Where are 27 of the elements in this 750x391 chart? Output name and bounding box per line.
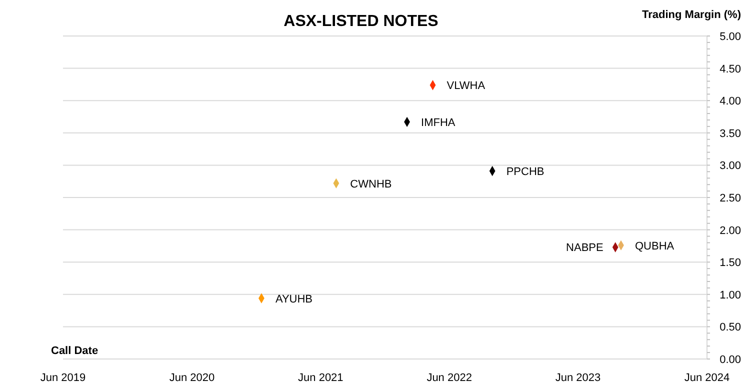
y-tick-label: 3.50: [720, 128, 741, 140]
x-axis-title: Call Date: [51, 345, 98, 357]
x-tick-label: Jun 2022: [426, 372, 472, 384]
y-tick-label: 0.00: [720, 354, 741, 366]
series-label: QUBHA: [634, 240, 675, 252]
x-tick-label: Jun 2020: [169, 372, 215, 384]
series-label: CWNHB: [350, 178, 392, 190]
y-tick-label: 1.50: [720, 257, 741, 270]
y-axis-title: Trading Margin (%): [642, 9, 742, 21]
y-tick-label: 2.00: [720, 224, 741, 237]
x-tick-label: Jun 2024: [684, 372, 730, 384]
series-label: VLWHA: [446, 80, 486, 92]
series-label: NABPE: [566, 242, 604, 254]
x-tick-label: Jun 2021: [298, 372, 344, 384]
y-tick-label: 4.50: [720, 63, 741, 76]
series-label: IMFHA: [421, 116, 456, 129]
x-tick-label: Jun 2019: [40, 372, 86, 384]
y-tick-label: 5.00: [720, 31, 741, 43]
series-label: PPCHB: [506, 166, 544, 178]
series-label: AYUHB: [275, 293, 313, 306]
y-tick-label: 3.00: [720, 160, 741, 172]
y-tick-label: 1.00: [720, 289, 741, 302]
y-tick-label: 4.00: [720, 96, 741, 108]
y-tick-label: 2.50: [720, 192, 741, 204]
chart-title: ASX-LISTED NOTES: [284, 13, 439, 30]
y-tick-label: 0.50: [720, 322, 741, 334]
x-tick-label: Jun 2023: [555, 372, 601, 384]
